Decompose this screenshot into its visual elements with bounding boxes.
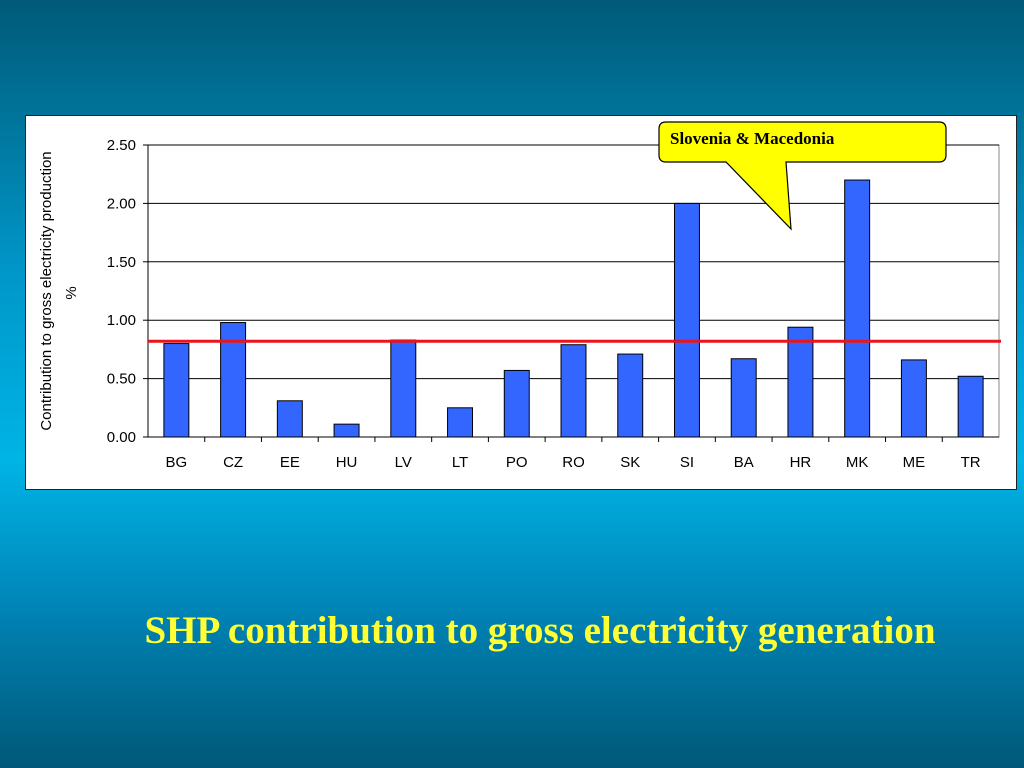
bar-lv <box>390 339 417 438</box>
x-tick-label: BG <box>166 454 188 471</box>
x-tick-label: ME <box>903 454 926 471</box>
bar-sk <box>617 353 644 438</box>
slide-title: SHP contribution to gross electricity ge… <box>144 609 936 652</box>
y-tick-label: 2.50 <box>107 137 136 154</box>
bar-si <box>673 202 700 438</box>
y-tick-label: 0.50 <box>107 371 136 388</box>
bar-bg <box>163 343 190 438</box>
bar-ee <box>276 400 303 438</box>
x-tick-label: CZ <box>223 454 243 471</box>
y-tick-label: 0.00 <box>107 429 136 446</box>
y-tick-label: 1.50 <box>107 254 136 271</box>
bar-mk <box>844 179 871 438</box>
x-tick-label: HR <box>790 454 812 471</box>
bar-hu <box>333 423 360 438</box>
bar-cz <box>220 322 247 438</box>
x-tick-label: RO <box>562 454 585 471</box>
x-tick-label: BA <box>734 454 754 471</box>
x-tick-label: LV <box>395 454 412 471</box>
callout-bubble <box>658 121 947 231</box>
x-tick-label: HU <box>336 454 358 471</box>
callout: Slovenia & Macedonia <box>658 121 947 231</box>
y-tick-label: 1.00 <box>107 312 136 329</box>
bar-hr <box>787 326 814 438</box>
bar-ro <box>560 344 587 438</box>
x-tick-label: SI <box>680 454 694 471</box>
x-tick-label: SK <box>620 454 640 471</box>
axis-layer: 0.00 0.50 1.00 1.50 2.00 2.50 BG CZ EE HU LV LT PO RO… <box>107 137 999 471</box>
x-tick-label: EE <box>280 454 300 471</box>
bar-ba <box>730 358 757 438</box>
y-axis-label-line-2: % <box>63 286 80 299</box>
bar-po <box>503 369 530 438</box>
y-axis-label: Contribution to gross electricity produc… <box>38 151 80 430</box>
y-tick-label: 2.00 <box>107 195 136 212</box>
bar-tr <box>957 375 984 438</box>
bar-me <box>900 359 927 438</box>
bar-lt <box>447 407 474 438</box>
x-tick-label: LT <box>452 454 468 471</box>
x-tick-label: TR <box>961 454 981 471</box>
bar-chart: 0.00 0.50 1.00 1.50 2.00 2.50 BG CZ EE HU LV LT PO RO… <box>38 121 1001 471</box>
x-tick-label: PO <box>506 454 528 471</box>
chart-panel: 0.00 0.50 1.00 1.50 2.00 2.50 BG CZ EE HU LV LT PO RO… <box>25 115 1017 490</box>
bars-layer <box>163 179 984 438</box>
x-tick-label: MK <box>846 454 869 471</box>
y-axis-label-line-1: Contribution to gross electricity produc… <box>38 151 55 430</box>
callout-label: Slovenia & Macedonia <box>670 129 835 148</box>
